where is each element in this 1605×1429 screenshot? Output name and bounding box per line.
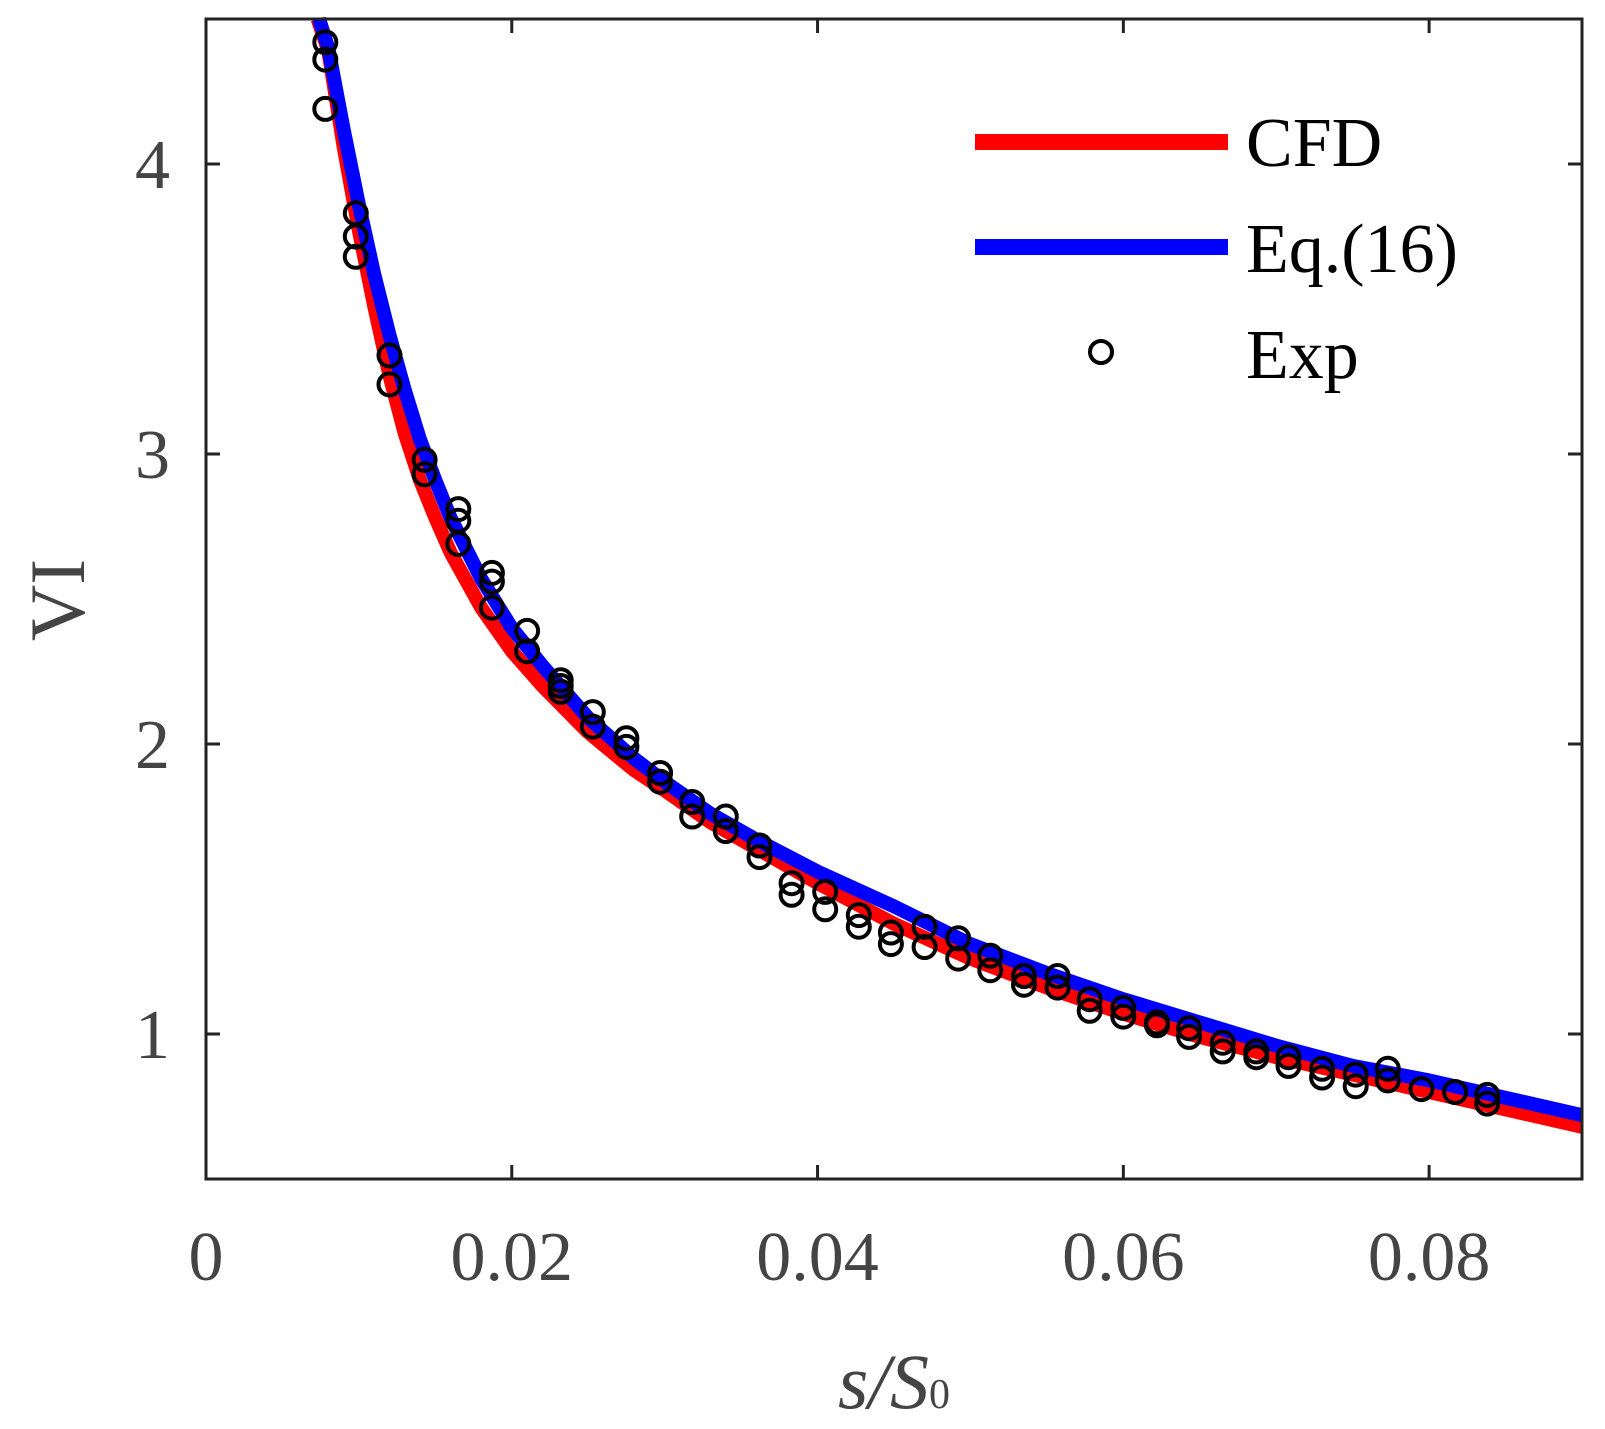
- exp-point: [977, 942, 1004, 969]
- exp-point: [376, 342, 403, 369]
- exp-point: [1374, 1055, 1401, 1082]
- exp-point: [312, 29, 339, 56]
- x-tick-label: 0.04: [756, 1219, 879, 1296]
- exp-point: [1342, 1061, 1369, 1088]
- exp-point: [1275, 1044, 1302, 1071]
- exp-point: [1076, 986, 1103, 1013]
- exp-point: [712, 803, 739, 830]
- exp-point: [679, 789, 706, 815]
- exp-point: [411, 461, 438, 488]
- exp-point: [712, 818, 739, 844]
- exp-point: [1209, 1029, 1236, 1056]
- exp-point: [778, 881, 805, 908]
- exp-point: [746, 832, 773, 859]
- exp-point: [1044, 963, 1071, 989]
- y-tick-label: 2: [135, 707, 170, 784]
- legend-exp-marker: [1088, 339, 1114, 365]
- x-tick-label: 0.06: [1062, 1219, 1185, 1296]
- exp-point: [1011, 963, 1037, 989]
- exp-point: [478, 594, 505, 621]
- x-axis-title: s/S0: [838, 1338, 950, 1425]
- legend-cfd-label: CFD: [1246, 105, 1382, 182]
- exp-point: [312, 46, 339, 73]
- x-tick-label: 0: [189, 1219, 224, 1296]
- series-points: [312, 29, 1501, 1117]
- exp-point: [312, 95, 339, 122]
- legend-eq16-label: Eq.(16): [1246, 211, 1458, 288]
- y-axis: 1 2 3 4: [135, 127, 1582, 1074]
- exp-point: [1342, 1073, 1369, 1100]
- exp-point: [1011, 971, 1037, 998]
- exp-point: [579, 713, 606, 740]
- exp-point: [478, 559, 505, 586]
- x-axis-title-sub: 0: [929, 1372, 950, 1418]
- exp-point: [1176, 1015, 1203, 1042]
- x-tick-label: 0.02: [451, 1219, 574, 1296]
- plot-frame: [204, 17, 1584, 1181]
- exp-point: [1474, 1081, 1501, 1108]
- legend-exp-label: Exp: [1246, 317, 1359, 394]
- exp-point: [547, 678, 574, 705]
- exp-point: [945, 945, 972, 972]
- exp-point: [579, 699, 606, 726]
- exp-point: [812, 896, 839, 923]
- exp-point: [1209, 1038, 1236, 1065]
- legend: CFD Eq.(16) Exp: [975, 105, 1458, 394]
- exp-point: [911, 934, 938, 960]
- x-tick-label: 0.08: [1368, 1219, 1491, 1296]
- series-line-cfd: [310, 16, 1584, 1134]
- y-axis-title: VI: [14, 559, 101, 641]
- exp-point: [812, 878, 839, 905]
- exp-point: [1110, 1003, 1137, 1030]
- exp-point: [845, 902, 872, 929]
- exp-point: [478, 568, 505, 595]
- exp-point: [877, 931, 904, 958]
- exp-point: [342, 243, 369, 270]
- exp-point: [647, 768, 674, 795]
- exp-point: [411, 446, 438, 473]
- exp-point: [1044, 974, 1071, 1001]
- exp-point: [1144, 1012, 1170, 1039]
- exp-point: [445, 530, 472, 557]
- exp-point: [845, 913, 872, 940]
- exp-point: [1474, 1090, 1501, 1117]
- exp-point: [1309, 1055, 1336, 1082]
- exp-point: [1442, 1079, 1469, 1105]
- exp-point: [1243, 1044, 1270, 1071]
- exp-point: [679, 803, 706, 830]
- x-axis: 0 0.02 0.04 0.06 0.08: [189, 19, 1491, 1296]
- exp-point: [877, 919, 904, 946]
- exp-point: [1374, 1067, 1401, 1094]
- exp-point: [647, 760, 674, 786]
- exp-point: [613, 733, 640, 760]
- series-lines: [310, 16, 1584, 1134]
- exp-point: [1176, 1023, 1203, 1050]
- y-tick-label: 4: [135, 127, 170, 204]
- exp-point: [1309, 1064, 1336, 1091]
- y-tick-label: 1: [135, 997, 170, 1074]
- exp-point: [1110, 994, 1137, 1021]
- y-tick-label: 3: [135, 417, 170, 494]
- x-axis-title-main: s/S: [838, 1338, 929, 1425]
- exp-point: [514, 638, 541, 665]
- exp-point: [613, 725, 640, 752]
- exp-point: [1275, 1052, 1302, 1079]
- exp-point: [746, 844, 773, 871]
- exp-point: [1408, 1076, 1435, 1103]
- exp-point: [445, 496, 472, 523]
- exp-point: [977, 957, 1004, 984]
- exp-point: [1076, 997, 1103, 1024]
- exp-point: [376, 371, 403, 398]
- exp-point: [778, 870, 805, 897]
